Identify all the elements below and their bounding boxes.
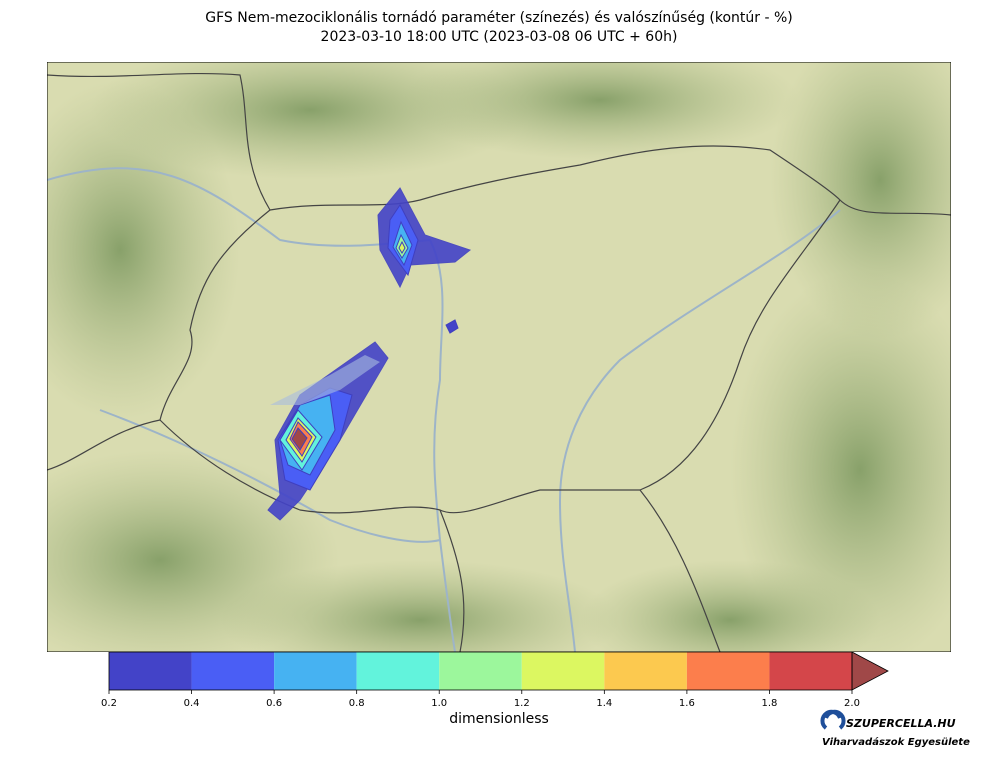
colorbar-bin <box>439 652 522 690</box>
logo: SZUPERCELLA.HU Viharvadászok Egyesülete <box>820 709 970 748</box>
colorbar-outline <box>108 651 853 691</box>
rivers <box>47 167 841 652</box>
logo-name: SZUPERCELLA.HU <box>846 717 956 730</box>
logo-tagline: Viharvadászok Egyesülete <box>822 736 970 748</box>
colorbar-extend <box>851 651 889 691</box>
colorbar-tick-label: 1.4 <box>596 698 612 709</box>
colorbar-bin <box>356 652 440 690</box>
title-line-1: GFS Nem-mezociklonális tornádó paraméter… <box>205 10 793 26</box>
borders <box>47 72 951 652</box>
colorbar-tick-label: 0.2 <box>101 698 117 709</box>
colorbar-label: dimensionless <box>449 711 549 727</box>
colorbar-tick-label: 0.8 <box>349 698 365 709</box>
colorbar-tick-label: 2.0 <box>844 698 860 709</box>
tornado-parameter-fill <box>267 187 472 521</box>
colorbar-bin <box>109 652 192 690</box>
colorbar-tick-label: 1.0 <box>431 698 447 709</box>
colorbar-tick-label: 0.4 <box>184 698 200 709</box>
colorbar-tick-label: 1.2 <box>514 698 530 709</box>
logo-icon <box>820 709 846 730</box>
map <box>47 62 951 652</box>
colorbar-tick-label: 1.8 <box>761 698 777 709</box>
colorbar-bin <box>686 652 770 690</box>
colorbar-bin <box>521 652 605 690</box>
colorbar-bin <box>191 652 275 690</box>
colorbar-bin <box>604 652 687 690</box>
colorbar-bin <box>274 652 357 690</box>
title-line-2: 2023-03-10 18:00 UTC (2023-03-08 06 UTC … <box>321 29 678 45</box>
colorbar-tick-label: 1.6 <box>679 698 695 709</box>
colorbar: 0.2 0.4 0.6 0.8 1.0 1.2 1.4 1.6 1.8 2.0 <box>101 651 889 709</box>
colorbar-bin <box>769 652 852 690</box>
colorbar-tick-label: 0.6 <box>266 698 282 709</box>
